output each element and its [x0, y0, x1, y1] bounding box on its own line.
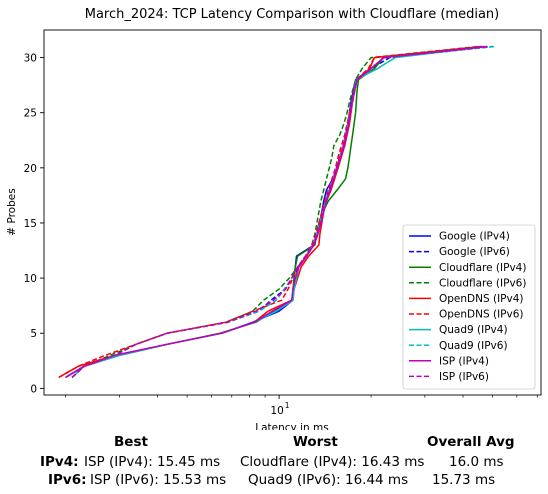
summary-header-best: Best	[114, 434, 148, 450]
legend-box	[402, 224, 536, 390]
x-tick-label: 10	[270, 405, 283, 417]
y-tick-label: 30	[24, 53, 37, 65]
series-group	[58, 45, 496, 379]
summary-avg-value: 16.0 ms	[449, 454, 504, 470]
legend: Google (IPv4) Google (IPv6) Cloudflare (IP…	[402, 224, 536, 390]
series-line-8	[65, 45, 488, 379]
summary-worst-value: Cloudflare (IPv4): 16.43 ms	[240, 454, 425, 470]
legend-label: ISP (IPv6)	[439, 371, 489, 383]
x-axis: 10 1	[65, 395, 538, 417]
y-axis: 0 5 10 15 20 25 30	[24, 53, 44, 395]
legend-label: OpenDNS (IPv4)	[439, 293, 524, 305]
y-tick-label: 25	[24, 108, 37, 120]
x-axis-label: Latency in ms	[255, 422, 328, 430]
chart-title: March_2024: TCP Latency Comparison with …	[85, 7, 500, 22]
y-tick-label: 20	[24, 163, 37, 175]
summary-avg-value: 15.73 ms	[432, 472, 496, 488]
legend-label: Quad9 (IPv4)	[439, 324, 508, 336]
summary-header-worst: Worst	[293, 434, 338, 450]
legend-label: Quad9 (IPv6)	[439, 340, 508, 352]
plot-frame	[43, 29, 542, 396]
summary-table: Best Worst Overall Avg IPv4: ISP (IPv4):…	[0, 430, 548, 494]
legend-label: Cloudflare (IPv6)	[439, 277, 526, 289]
legend-label: Google (IPv4)	[439, 231, 510, 243]
summary-header-avg: Overall Avg	[427, 434, 515, 450]
y-tick-label: 10	[24, 273, 37, 285]
legend-label: Cloudflare (IPv4)	[439, 262, 526, 274]
series-line-9	[71, 45, 490, 378]
summary-row-label: IPv6:	[48, 472, 87, 488]
legend-label: Google (IPv6)	[439, 246, 510, 258]
legend-label: OpenDNS (IPv6)	[439, 309, 524, 321]
y-axis-label: # Probes	[6, 188, 18, 235]
summary-row-label: IPv4:	[40, 454, 79, 470]
legend-label: ISP (IPv4)	[439, 355, 489, 367]
y-tick-label: 15	[24, 218, 37, 230]
summary-best-value: ISP (IPv4): 15.45 ms	[84, 454, 221, 470]
y-tick-label: 5	[30, 328, 37, 340]
summary-worst-value: Quad9 (IPv6): 16.44 ms	[248, 472, 409, 488]
y-tick-label: 0	[30, 383, 37, 395]
summary-best-value: ISP (IPv6): 15.53 ms	[90, 472, 227, 488]
chart: March_2024: TCP Latency Comparison with …	[6, 7, 542, 430]
x-tick-label-exponent: 1	[285, 401, 290, 410]
